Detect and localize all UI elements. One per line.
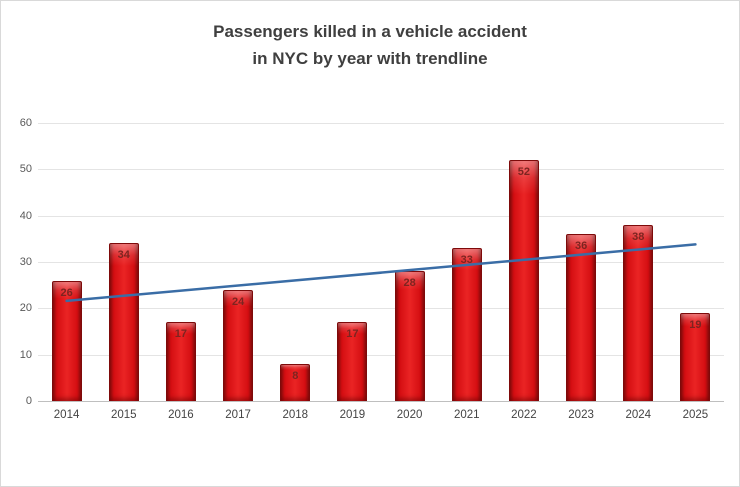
gridline-y-20 bbox=[38, 308, 724, 310]
trendline bbox=[65, 243, 697, 303]
x-tick-label-2020: 2020 bbox=[396, 409, 423, 421]
bar-2022: 52 bbox=[508, 160, 539, 401]
x-tick-label-2016: 2016 bbox=[168, 409, 194, 421]
trendline-segment bbox=[65, 243, 697, 303]
y-tick-label-50: 50 bbox=[19, 163, 32, 176]
bar-label-2023: 36 bbox=[574, 240, 588, 253]
bar-2016: 17 bbox=[165, 322, 196, 401]
x-tick-label-2015: 2015 bbox=[110, 409, 137, 421]
x-tick-label-2023: 2023 bbox=[568, 409, 594, 421]
bar-label-2025: 19 bbox=[689, 318, 702, 331]
bar-2024: 38 bbox=[623, 224, 654, 401]
chart-title-line1: Passengers killed in a vehicle accident bbox=[213, 22, 527, 41]
y-tick-label-20: 20 bbox=[19, 302, 32, 315]
x-tick-label-2014: 2014 bbox=[53, 409, 80, 421]
bar-2015: 34 bbox=[108, 243, 139, 401]
x-tick-label-2025: 2025 bbox=[682, 409, 709, 421]
bar-label-2016: 17 bbox=[174, 328, 188, 341]
gridline-y-10 bbox=[38, 354, 724, 356]
gridline-y-40 bbox=[38, 215, 724, 217]
bar-2018: 8 bbox=[280, 363, 311, 401]
chart-title: Passengers killed in a vehicle accident … bbox=[1, 18, 739, 72]
bar-label-2022: 52 bbox=[517, 166, 531, 179]
x-tick-label-2019: 2019 bbox=[339, 409, 366, 421]
bar-label-2019: 17 bbox=[346, 328, 359, 341]
x-tick-label-2018: 2018 bbox=[282, 409, 309, 421]
bar-label-2015: 34 bbox=[117, 249, 130, 262]
bar-label-2017: 24 bbox=[231, 295, 245, 308]
x-tick-label-2024: 2024 bbox=[625, 409, 652, 421]
plot-area: 26 34 17 24 8 17 28 33 52 36 38 19 bbox=[38, 123, 724, 402]
bar-2020: 28 bbox=[394, 271, 425, 401]
chart-title-line2: in NYC by year with trendline bbox=[252, 49, 488, 68]
gridline-y-60 bbox=[38, 123, 724, 124]
y-tick-label-30: 30 bbox=[19, 256, 32, 268]
y-tick-label-40: 40 bbox=[19, 209, 32, 222]
x-tick-label-2021: 2021 bbox=[453, 409, 480, 421]
bar-label-2020: 28 bbox=[403, 277, 416, 290]
bar-label-2018: 8 bbox=[292, 369, 299, 382]
y-tick-label-60: 60 bbox=[19, 117, 32, 129]
y-tick-label-0: 0 bbox=[25, 395, 32, 407]
gridline-y-0 bbox=[38, 401, 724, 402]
bar-2021: 33 bbox=[451, 248, 482, 401]
bar-2017: 24 bbox=[223, 289, 254, 401]
bar-2023: 36 bbox=[566, 234, 597, 401]
bar-2025: 19 bbox=[680, 312, 711, 401]
gridline-y-50 bbox=[38, 169, 724, 171]
gridline-y-30 bbox=[38, 262, 724, 263]
x-tick-label-2017: 2017 bbox=[225, 409, 251, 421]
bar-2019: 17 bbox=[337, 322, 368, 401]
y-tick-label-10: 10 bbox=[19, 348, 32, 361]
bar-label-2014: 26 bbox=[60, 286, 73, 299]
bar-label-2021: 33 bbox=[460, 254, 473, 267]
bar-label-2024: 38 bbox=[632, 230, 645, 243]
x-tick-label-2022: 2022 bbox=[511, 409, 537, 421]
